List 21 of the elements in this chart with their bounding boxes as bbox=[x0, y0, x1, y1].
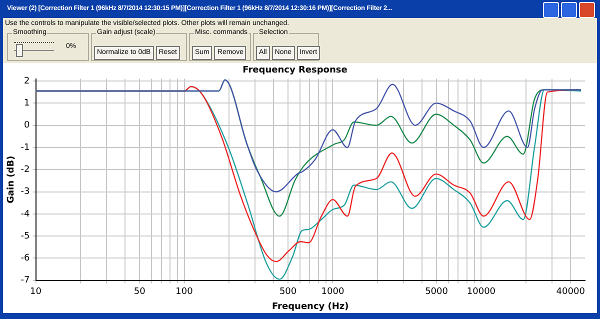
x-tick-label: 1000 bbox=[321, 287, 344, 298]
x-tick-label: 100 bbox=[176, 287, 194, 298]
y-tick-label: -6 bbox=[20, 254, 30, 264]
x-tick-label: 40000 bbox=[556, 287, 586, 298]
x-tick-label: 5000 bbox=[425, 287, 448, 298]
y-tick-label: 1 bbox=[24, 98, 30, 109]
x-tick-label: 500 bbox=[279, 287, 297, 298]
x-tick-label: 10000 bbox=[466, 287, 496, 298]
y-axis-title: Gain (dB) bbox=[6, 156, 17, 204]
x-tick-label: 10 bbox=[30, 287, 42, 298]
y-tick-label: 2 bbox=[24, 76, 30, 86]
chart-title: Frequency Response bbox=[242, 66, 348, 76]
y-tick-label: -4 bbox=[20, 209, 30, 220]
x-axis-title: Frequency (Hz) bbox=[272, 302, 349, 312]
x-tick-label: 50 bbox=[134, 287, 146, 298]
y-tick-label: -7 bbox=[20, 276, 30, 286]
y-tick-label: -2 bbox=[20, 164, 30, 175]
y-tick-label: -1 bbox=[20, 142, 30, 153]
y-tick-label: -5 bbox=[20, 231, 30, 242]
y-tick-label: 0 bbox=[24, 120, 30, 131]
y-tick-label: -3 bbox=[20, 187, 30, 198]
